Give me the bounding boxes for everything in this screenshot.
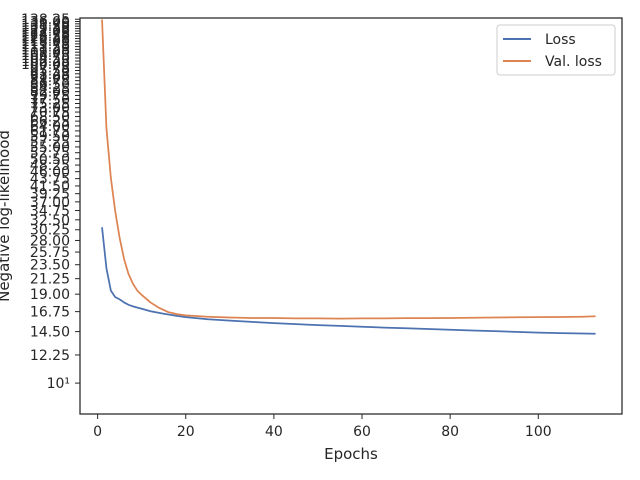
y-tick-label-11: 34.75 (30, 204, 70, 220)
y-tick-label-35: 88.75 (30, 74, 70, 90)
y-tick-label-40: 100.00 (21, 57, 70, 73)
y-tick-label-33: 84.25 (30, 81, 70, 97)
x-tick-label-4: 80 (441, 424, 459, 440)
y-tick-label-2: 14.50 (30, 325, 70, 341)
legend: Loss Val. loss (496, 24, 616, 76)
y-tick-label-41: 102.25 (21, 54, 70, 70)
y-tick-label-22: 59.50 (30, 129, 70, 145)
y-tick-label-50: 122.50 (21, 29, 70, 45)
y-tick-label-9: 30.25 (30, 223, 70, 239)
y-tick-label-52: 127.00 (21, 24, 70, 40)
y-tick-label-14: 41.50 (30, 179, 70, 195)
y-tick-label-43: 106.75 (21, 48, 70, 64)
y-tick-label-6: 23.50 (30, 258, 70, 274)
y-tick-label-19: 52.75 (30, 146, 70, 162)
y-tick-label-1: 12.25 (30, 348, 70, 364)
y-tick-label-32: 82.00 (30, 85, 70, 101)
y-tick-label-5: 21.25 (30, 272, 70, 288)
y-tick-label-8: 28.00 (30, 233, 70, 249)
y-tick-label-15: 43.75 (30, 172, 70, 188)
y-tick-label-53: 129.25 (21, 22, 70, 38)
series-line-0 (101, 227, 596, 335)
y-tick-label-26: 68.50 (30, 110, 70, 126)
legend-box (496, 24, 616, 76)
legend-label-0: Loss (545, 32, 576, 48)
y-tick-label-57: 138.25 (21, 12, 70, 28)
y-tick-label-23: 61.75 (30, 124, 70, 140)
series-layer (101, 19, 596, 335)
y-tick-label-39: 97.75 (30, 60, 70, 76)
x-tick-label-3: 60 (353, 424, 371, 440)
y-tick-label-54: 131.50 (21, 19, 70, 35)
y-tick-label-44: 109.00 (21, 45, 70, 61)
y-tick-label-0: 10¹ (47, 376, 70, 392)
y-tick-label-13: 39.25 (30, 187, 70, 203)
y-tick-label-10: 32.50 (30, 213, 70, 229)
plot-frame (79, 17, 623, 415)
x-tick-label-5: 100 (525, 424, 552, 440)
plot-background (80, 18, 622, 414)
x-tick-label-2: 40 (265, 424, 283, 440)
y-tick-label-30: 77.50 (30, 92, 70, 108)
y-tick-label-55: 133.75 (21, 17, 70, 33)
y-tick-label-3: 16.75 (30, 305, 70, 321)
y-tick-label-34: 86.50 (30, 77, 70, 93)
y-tick-label-4: 19.00 (30, 287, 70, 303)
y-tick-label-16: 46.00 (30, 165, 70, 181)
y-tick-label-42: 104.50 (21, 51, 70, 67)
y-tick-label-20: 55.00 (30, 140, 70, 156)
y-tick-label-18: 50.50 (30, 152, 70, 168)
series-line-1 (101, 19, 596, 320)
y-tick-label-56: 136.00 (21, 15, 70, 31)
y-tick-label-51: 124.75 (21, 26, 70, 42)
y-tick-label-48: 118.00 (21, 34, 70, 50)
x-axis-label: Epochs (324, 445, 378, 463)
y-tick-label-47: 115.75 (21, 37, 70, 53)
y-tick-label-49: 120.25 (21, 32, 70, 48)
y-tick-label-25: 66.25 (30, 114, 70, 130)
y-tick-label-7: 25.75 (30, 245, 70, 261)
y-tick-label-29: 75.25 (30, 97, 70, 113)
y-tick-label-17: 48.25 (30, 158, 70, 174)
y-tick-label-21: 57.25 (30, 134, 70, 150)
y-axis-label: Negative log-likelihood (0, 130, 13, 302)
axes-layer: 0 20 40 60 80 100 10¹ 12.25 14.50 16.75 19.0021.25… (21, 12, 552, 440)
y-tick-label-46: 113.50 (21, 40, 70, 56)
y-tick-label-31: 79.75 (30, 88, 70, 104)
y-tick-label-37: 93.25 (30, 67, 70, 83)
y-tick-label-38: 95.50 (30, 63, 70, 79)
y-tick-label-45: 111.25 (21, 42, 70, 58)
legend-label-1: Val. loss (545, 54, 602, 70)
y-tick-label-12: 37.00 (30, 195, 70, 211)
x-tick-label-0: 0 (93, 424, 102, 440)
y-tick-label-24: 64.00 (30, 119, 70, 135)
y-tick-label-36: 91.00 (30, 70, 70, 86)
x-tick-label-1: 20 (177, 424, 195, 440)
y-tick-label-27: 70.75 (30, 105, 70, 121)
y-tick-label-28: 73.00 (30, 101, 70, 117)
